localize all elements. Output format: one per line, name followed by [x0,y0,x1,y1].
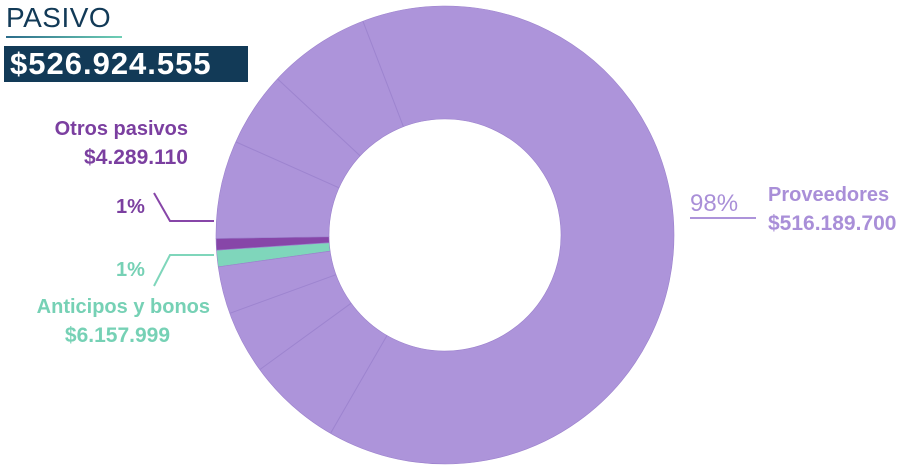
anticipos-leader [153,254,214,287]
slice-divider [330,335,388,434]
proveedores-value: $516.189.700 [768,212,897,235]
total-amount-badge: $526.924.555 [4,46,248,82]
slice-proveedores [215,5,675,465]
slice-divider [259,302,352,371]
title-underline [6,36,122,38]
anticipos-percent: 1% [116,259,145,281]
otros-pasivos-value: $4.289.110 [84,146,188,169]
slice-divider [235,141,340,189]
proveedores-percent: 98% [690,190,739,217]
chart-title: PASIVO [6,2,112,33]
slice-divider [277,78,361,157]
anticipos-label: Anticipos y bonos [36,296,210,318]
otros-pasivos-label: Otros pasivos [54,118,188,140]
slice-divider [362,21,404,127]
otros-pasivos-leader [153,192,214,222]
anticipos-value: $6.157.999 [64,324,170,347]
otros-pasivos-percent: 1% [116,196,145,218]
slice-divider [229,274,337,314]
proveedores-label: Proveedores [768,184,890,206]
